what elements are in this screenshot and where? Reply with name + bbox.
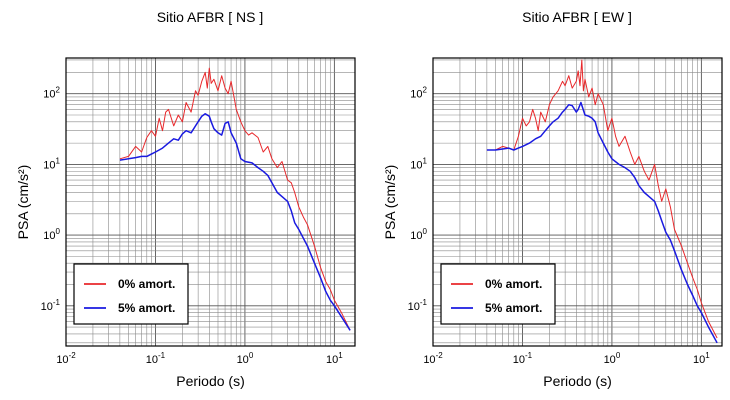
plot-frame <box>65 57 356 347</box>
chart-title: Sitio AFBR [ EW ] <box>522 9 632 25</box>
y-tick-label: 102 <box>410 86 427 101</box>
y-tick-label: 100 <box>43 227 60 242</box>
x-tick-label: 101 <box>326 351 343 366</box>
y-tick-label: 102 <box>43 86 60 101</box>
y-tick-label: 10-1 <box>41 298 61 313</box>
legend-box <box>73 263 189 325</box>
x-tick-label: 101 <box>693 351 710 366</box>
legend-label: 5% amort. <box>118 301 175 315</box>
x-tick-label: 10-1 <box>146 351 166 366</box>
legend-label: 5% amort. <box>485 301 542 315</box>
x-axis-label: Periodo (s) <box>543 373 611 389</box>
legend: 0% amort. 5% amort. <box>440 263 556 325</box>
y-tick-label: 101 <box>410 156 427 171</box>
y-axis-label: PSA (cm/s²) <box>382 165 398 240</box>
x-tick-label: 10-2 <box>56 351 76 366</box>
chart-panel-ns: Sitio AFBR [ NS ] 10-2 10-1 100 101 10-1 100 10… <box>15 9 356 389</box>
y-tick-label: 101 <box>43 156 60 171</box>
series-line-undamped <box>486 59 718 339</box>
chart-title: Sitio AFBR [ NS ] <box>157 9 264 25</box>
chart-panel-ew: Sitio AFBR [ EW ] 10-2 10-1 100 101 10-1 100 10… <box>382 9 723 389</box>
legend-label: 0% amort. <box>485 277 542 291</box>
x-axis-label: Periodo (s) <box>176 373 244 389</box>
y-tick-label: 100 <box>410 227 427 242</box>
plot-frame <box>432 57 723 347</box>
legend-box <box>440 263 556 325</box>
grid <box>432 58 722 346</box>
legend-label: 0% amort. <box>118 277 175 291</box>
y-tick-label: 10-1 <box>408 298 428 313</box>
x-tick-label: 10-1 <box>513 351 533 366</box>
series-group <box>119 67 351 331</box>
grid <box>65 58 355 346</box>
series-line-damped <box>119 113 351 331</box>
x-tick-label: 100 <box>237 351 254 366</box>
series-group <box>486 59 718 344</box>
series-line-damped <box>486 101 718 344</box>
legend: 0% amort. 5% amort. <box>73 263 189 325</box>
x-tick-label: 10-2 <box>423 351 443 366</box>
series-line-undamped <box>119 67 351 331</box>
x-tick-label: 100 <box>604 351 621 366</box>
y-axis-label: PSA (cm/s²) <box>15 165 31 240</box>
